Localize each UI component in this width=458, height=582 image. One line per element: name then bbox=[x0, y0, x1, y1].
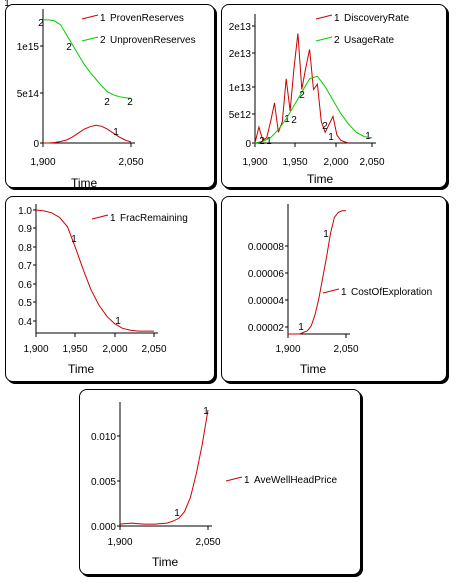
x-tick-label: 2,000 bbox=[102, 344, 127, 355]
legend-marker: 2 bbox=[334, 35, 340, 46]
y-tick-label: 0.005 bbox=[91, 477, 116, 488]
y-tick-label: 5e14 bbox=[17, 89, 40, 100]
legend-label: CostOfExploration bbox=[351, 287, 432, 298]
series-marker-DiscoveryRate: 1 bbox=[328, 132, 334, 143]
series-marker-DiscoveryRate: 1 bbox=[365, 131, 371, 142]
series-marker-ProvenReserves: 1 bbox=[4, 0, 10, 9]
y-tick-label: 0.010 bbox=[91, 432, 116, 443]
x-axis-title: Time bbox=[71, 176, 98, 190]
legend-swatch bbox=[91, 214, 109, 220]
y-tick-label: 0 bbox=[33, 139, 39, 150]
chart-panel-cost-exploration: 0.00002 0.00004 0.00006 0.00008 1,900 2,050 1 1… bbox=[221, 196, 447, 382]
y-tick-label: 0 bbox=[245, 139, 251, 150]
series-marker-DiscoveryRate: 1 bbox=[266, 136, 272, 147]
x-tick-label: 2,000 bbox=[323, 157, 348, 168]
x-tick-label: 1,900 bbox=[242, 157, 267, 168]
series-line-UnprovenReserves bbox=[43, 19, 132, 99]
series-line-DiscoveryRate bbox=[254, 33, 349, 144]
y-tick-label: 1e13 bbox=[229, 83, 252, 94]
series-marker-UsageRate: 2 bbox=[322, 121, 328, 132]
y-tick-label: 0.6 bbox=[18, 280, 32, 291]
y-tick-label: 5e12 bbox=[229, 110, 252, 121]
x-tick-label: 1,950 bbox=[282, 157, 307, 168]
legend-label: UsageRate bbox=[344, 35, 394, 46]
x-tick-label: 1,900 bbox=[107, 537, 132, 548]
legend-marker: 1 bbox=[110, 213, 116, 224]
series-marker-FracRemaining: 1 bbox=[115, 316, 121, 327]
series-marker-AveWellHeadPrice: 1 bbox=[174, 508, 180, 519]
y-tick-label: 0.000 bbox=[91, 522, 116, 533]
series-marker-DiscoveryRate: 1 bbox=[284, 114, 290, 125]
y-tick-label: 1.0 bbox=[18, 206, 32, 217]
legend-label: ProvenReserves bbox=[110, 13, 184, 24]
legend-marker: 1 bbox=[244, 475, 250, 486]
x-axis-title: Time bbox=[152, 555, 179, 569]
y-tick-label: 0.00002 bbox=[248, 323, 285, 334]
series-marker-UsageRate: 2 bbox=[299, 90, 305, 101]
x-tick-label: 2,050 bbox=[333, 344, 358, 355]
x-tick-label: 2,050 bbox=[195, 537, 220, 548]
series-marker-UnprovenReserves: 2 bbox=[66, 42, 72, 53]
legend-label: UnprovenReserves bbox=[110, 35, 196, 46]
chart-panel-wellhead-price: 0.000 0.005 0.010 1,900 2,050 1 1 1 AveWellHeadP… bbox=[79, 389, 361, 575]
chart-reserves: 0 5e14 1e15 1,900 2,050 1 1 1 ProvenReserves 2 2 2 2… bbox=[4, 0, 196, 190]
y-tick-label: 1e15 bbox=[17, 42, 40, 53]
legend-swatch bbox=[81, 14, 99, 20]
chart-panel-rates: 0 5e12 1e13 2e13 2e13 1,900 1,950 2,000 2,050 1 1 1… bbox=[221, 4, 447, 188]
chart-rates: 0 5e12 1e13 2e13 2e13 1,900 1,950 2,000 2,050 1 1 1… bbox=[229, 13, 410, 186]
y-tick-label: 0.5 bbox=[18, 298, 32, 309]
series-marker-UnprovenReserves: 2 bbox=[104, 97, 110, 108]
series-line-AveWellHeadPrice bbox=[119, 409, 209, 525]
legend-swatch bbox=[315, 14, 333, 20]
legend-marker: 1 bbox=[334, 13, 340, 24]
legend-swatch bbox=[315, 36, 333, 42]
x-tick-label: 2,050 bbox=[118, 157, 143, 168]
series-marker-UnprovenReserves: 2 bbox=[127, 97, 133, 108]
chart-panel-reserves: 0 5e14 1e15 1,900 2,050 1 1 1 ProvenReserves 2 2 2 2… bbox=[4, 0, 215, 190]
chart-cost-exploration: 0.00002 0.00004 0.00006 0.00008 1,900 2,050 1 1… bbox=[248, 204, 432, 376]
legend-label: AveWellHeadPrice bbox=[254, 475, 337, 486]
y-tick-label: 0.7 bbox=[18, 261, 32, 272]
series-line-ProvenReserves bbox=[43, 124, 132, 144]
x-axis-title: Time bbox=[68, 362, 95, 376]
series-marker-UnprovenReserves: 2 bbox=[38, 18, 44, 29]
y-tick-label: 0.4 bbox=[18, 317, 32, 328]
x-tick-label: 2,050 bbox=[141, 344, 166, 355]
legend-swatch bbox=[322, 288, 340, 294]
y-tick-label: 0.9 bbox=[18, 224, 32, 235]
x-tick-label: 2,050 bbox=[359, 157, 384, 168]
x-tick-label: 1,900 bbox=[23, 344, 48, 355]
legend-marker: 1 bbox=[341, 287, 347, 298]
series-marker-CostOfExploration: 1 bbox=[323, 229, 329, 240]
x-axis-title: Time bbox=[307, 172, 334, 186]
series-line-UsageRate bbox=[254, 75, 373, 144]
legend-marker: 1 bbox=[100, 13, 106, 24]
legend-swatch bbox=[81, 36, 99, 42]
series-marker-AveWellHeadPrice: 1 bbox=[203, 406, 209, 417]
legend-label: FracRemaining bbox=[120, 213, 188, 224]
series-marker-FracRemaining: 1 bbox=[71, 234, 77, 245]
y-tick-label: 0.00006 bbox=[248, 269, 285, 280]
chart-panel-frac-remaining: 0.4 0.5 0.6 0.7 0.8 0.9 1.0 1,900 1,950 2,000 2,05… bbox=[5, 196, 215, 382]
series-marker-CostOfExploration: 1 bbox=[298, 322, 304, 333]
series-marker-UsageRate: 2 bbox=[259, 136, 265, 147]
series-line-CostOfExploration bbox=[288, 210, 346, 335]
y-tick-label: 0.00008 bbox=[248, 242, 285, 253]
x-axis-title: Time bbox=[300, 362, 327, 376]
y-tick-label: 0.00004 bbox=[248, 296, 285, 307]
y-tick-label: 0.8 bbox=[18, 243, 32, 254]
series-marker-UsageRate: 2 bbox=[291, 115, 297, 126]
chart-wellhead-price: 0.000 0.005 0.010 1,900 2,050 1 1 1 AveWellHeadP… bbox=[91, 402, 337, 569]
legend-swatch bbox=[225, 476, 243, 482]
x-tick-label: 1,900 bbox=[275, 344, 300, 355]
series-marker-ProvenReserves: 1 bbox=[113, 127, 119, 138]
legend-marker: 2 bbox=[100, 35, 106, 46]
y-tick-label: 2e13 bbox=[229, 49, 252, 60]
series-line-FracRemaining bbox=[35, 209, 154, 332]
x-tick-label: 1,950 bbox=[62, 344, 87, 355]
chart-frac-remaining: 0.4 0.5 0.6 0.7 0.8 0.9 1.0 1,900 1,950 2,000 2,05… bbox=[18, 204, 188, 376]
legend-label: DiscoveryRate bbox=[344, 13, 409, 24]
y-tick-label: 2e13 bbox=[229, 22, 252, 33]
x-tick-label: 1,900 bbox=[30, 157, 55, 168]
